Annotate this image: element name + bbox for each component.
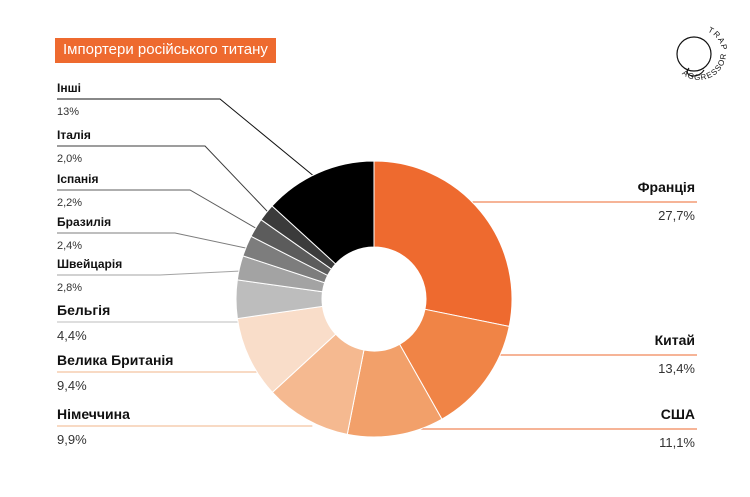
label-name-2: США <box>661 406 695 422</box>
label-name-8: Іспанія <box>57 172 99 186</box>
label-name-7: Бразилія <box>57 215 111 229</box>
label-value-2: 11,1% <box>659 435 695 450</box>
label-value-9: 2,0% <box>57 153 82 165</box>
label-name-10: Інші <box>57 81 81 95</box>
label-value-0: 27,7% <box>658 208 695 223</box>
label-name-6: Швейцарія <box>57 257 122 271</box>
label-name-4: Велика Британія <box>57 352 173 368</box>
label-value-3: 9,9% <box>57 432 87 447</box>
label-value-8: 2,2% <box>57 197 82 209</box>
label-value-5: 4,4% <box>57 328 87 343</box>
trap-aggressor-logo: TRAP AGGRESSOR <box>676 25 728 82</box>
slice-10 <box>271 160 375 265</box>
label-value-6: 2,8% <box>57 282 82 294</box>
slice-0 <box>373 160 513 327</box>
leader-line-9 <box>57 145 277 221</box>
label-value-4: 9,4% <box>57 378 87 393</box>
label-name-9: Італія <box>57 128 91 142</box>
label-name-5: Бельгія <box>57 302 110 318</box>
leader-line-10 <box>57 98 324 185</box>
label-name-3: Німеччина <box>57 406 130 422</box>
label-name-1: Китай <box>655 332 695 348</box>
leader-line-8 <box>57 189 267 235</box>
label-value-10: 13% <box>57 106 79 118</box>
leader-line-6 <box>57 269 252 276</box>
slice-1 <box>398 308 510 420</box>
chart-title: Імпортери російського титану <box>55 38 276 63</box>
label-name-0: Франція <box>638 179 695 195</box>
leader-line-7 <box>57 232 258 252</box>
label-value-7: 2,4% <box>57 240 82 252</box>
label-value-1: 13,4% <box>658 361 695 376</box>
